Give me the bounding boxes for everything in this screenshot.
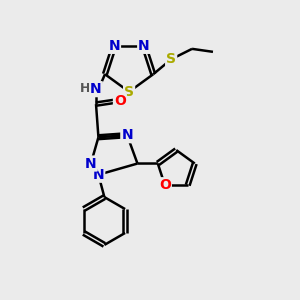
Text: H: H — [80, 82, 91, 95]
Text: N: N — [85, 157, 97, 170]
Text: N: N — [138, 39, 150, 53]
Text: S: S — [166, 52, 176, 66]
Text: N: N — [121, 128, 133, 142]
Text: O: O — [114, 94, 126, 108]
Text: O: O — [159, 178, 171, 192]
Text: N: N — [93, 168, 104, 182]
Text: N: N — [90, 82, 102, 96]
Text: S: S — [124, 85, 134, 99]
Text: N: N — [108, 39, 120, 53]
